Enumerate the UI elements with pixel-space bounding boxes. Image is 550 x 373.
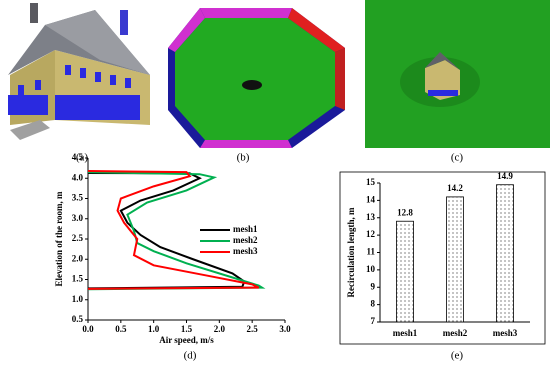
panel-label: (a) [76, 152, 89, 164]
y-tick-label: 2.0 [72, 253, 84, 263]
panel-label: (e) [451, 350, 464, 362]
x-tick-label: 2.5 [247, 324, 259, 334]
value-label: 12.8 [397, 207, 413, 217]
value-label: 14.9 [497, 171, 513, 181]
chart-frame [339, 171, 546, 345]
y-tick-label: 9 [371, 281, 376, 291]
y-tick-label: 13 [366, 212, 376, 222]
y-tick-label: 7 [371, 316, 376, 326]
panel-label: (b) [237, 152, 250, 164]
y-tick-label: 10 [366, 264, 376, 274]
x-tick-label: 2.0 [214, 324, 226, 334]
domain-render [168, 8, 345, 148]
y-tick-label: 0.5 [72, 314, 84, 324]
y-tick-label: 4.0 [72, 172, 84, 182]
y-tick-label: 3.5 [72, 193, 84, 203]
y-tick-label: 3.0 [72, 213, 84, 223]
y-axis-title: Elevation of the room, m [54, 191, 64, 287]
x-tick-label: 3.0 [279, 324, 291, 334]
bar [496, 184, 514, 323]
value-label: 14.2 [447, 183, 463, 193]
legend-label: mesh1 [233, 224, 258, 234]
legend-label: mesh2 [233, 235, 258, 245]
y-tick-label: 11 [366, 247, 375, 257]
ground-render [365, 0, 550, 148]
y-tick-label: 8 [371, 299, 376, 309]
x-axis-title: Air speed, m/s [159, 335, 214, 345]
y-tick-label: 1.5 [72, 274, 84, 284]
y-tick-label: 1.0 [72, 294, 84, 304]
bar [396, 220, 414, 323]
panel-label: (c) [451, 152, 464, 164]
x-tick-label: mesh2 [443, 328, 468, 338]
x-tick-label: mesh3 [493, 328, 518, 338]
y-tick-label: 14 [366, 194, 376, 204]
house-render [8, 3, 150, 140]
y-tick-label: 12 [366, 229, 376, 239]
bar [446, 196, 464, 323]
x-tick-label: 0.5 [115, 324, 127, 334]
y-tick-label: 15 [366, 177, 376, 187]
x-tick-label: 0.0 [82, 324, 94, 334]
x-tick-label: mesh1 [393, 328, 418, 338]
y-tick-label: 2.5 [72, 233, 84, 243]
panel-label: (d) [184, 350, 197, 362]
x-tick-label: 1.5 [181, 324, 193, 334]
x-tick-label: 1.0 [148, 324, 160, 334]
line-series [87, 169, 260, 290]
y-tick-label: 4.5 [72, 152, 84, 162]
legend-label: mesh3 [233, 246, 258, 256]
y-axis-title: Recirculation length, m [346, 207, 356, 298]
